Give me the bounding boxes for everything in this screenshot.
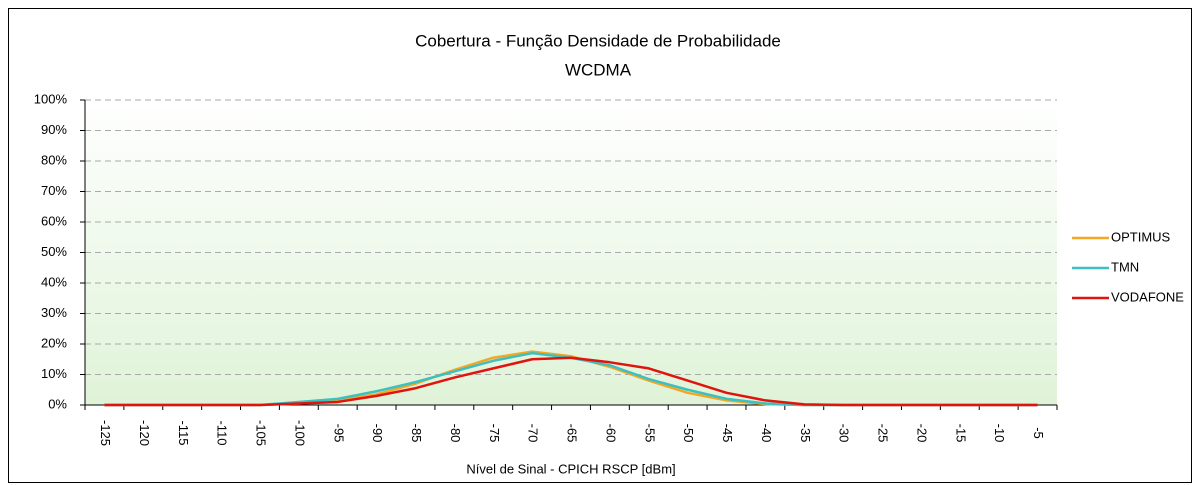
x-tick-label: -85 [409,424,424,443]
x-tick-label: -95 [331,424,346,443]
x-tick-label: -90 [370,424,385,443]
x-tick-label: -40 [759,424,774,443]
x-tick-label: -115 [176,420,191,445]
x-tick-label: -25 [876,424,891,443]
y-tick-label: 90% [41,122,67,137]
x-tick-label: -60 [603,424,618,443]
x-tick-label: -75 [487,424,502,443]
y-tick-label: 30% [41,305,67,320]
chart-subtitle: WCDMA [565,60,632,79]
legend-label: VODAFONE [1111,289,1184,304]
x-tick-label: -45 [720,424,735,443]
x-tick-label: -20 [914,424,929,443]
x-tick-label: -105 [254,420,269,446]
x-tick-label: -70 [526,424,541,443]
x-tick-label: -80 [448,424,463,443]
x-axis-label: Nível de Sinal - CPICH RSCP [dBm] [466,461,675,476]
chart-title: Cobertura - Função Densidade de Probabil… [415,31,781,50]
x-tick-label: -55 [642,424,657,443]
x-tick-label: -5 [1031,427,1046,439]
x-tick-label: -10 [992,424,1007,443]
y-tick-label: 80% [41,152,67,167]
x-tick-label: -50 [681,424,696,443]
legend-label: OPTIMUS [1111,229,1171,244]
y-tick-label: 50% [41,244,67,259]
y-tick-label: 10% [41,366,67,381]
legend-label: TMN [1111,259,1139,274]
series-line [104,356,1038,407]
y-tick-label: 60% [41,213,67,228]
y-tick-label: 0% [48,396,67,411]
x-tick-label: -100 [292,420,307,446]
x-tick-label: -35 [798,424,813,443]
x-tick-label: -15 [953,424,968,443]
x-tick-label: -110 [215,420,230,445]
x-tick-label: -65 [565,424,580,443]
y-tick-label: 100% [34,91,68,106]
x-tick-label: -30 [837,424,852,443]
x-tick-label: -120 [137,420,152,446]
y-tick-label: 20% [41,335,67,350]
y-tick-label: 40% [41,274,67,289]
y-tick-label: 70% [41,183,67,198]
x-tick-label: -125 [98,420,113,446]
